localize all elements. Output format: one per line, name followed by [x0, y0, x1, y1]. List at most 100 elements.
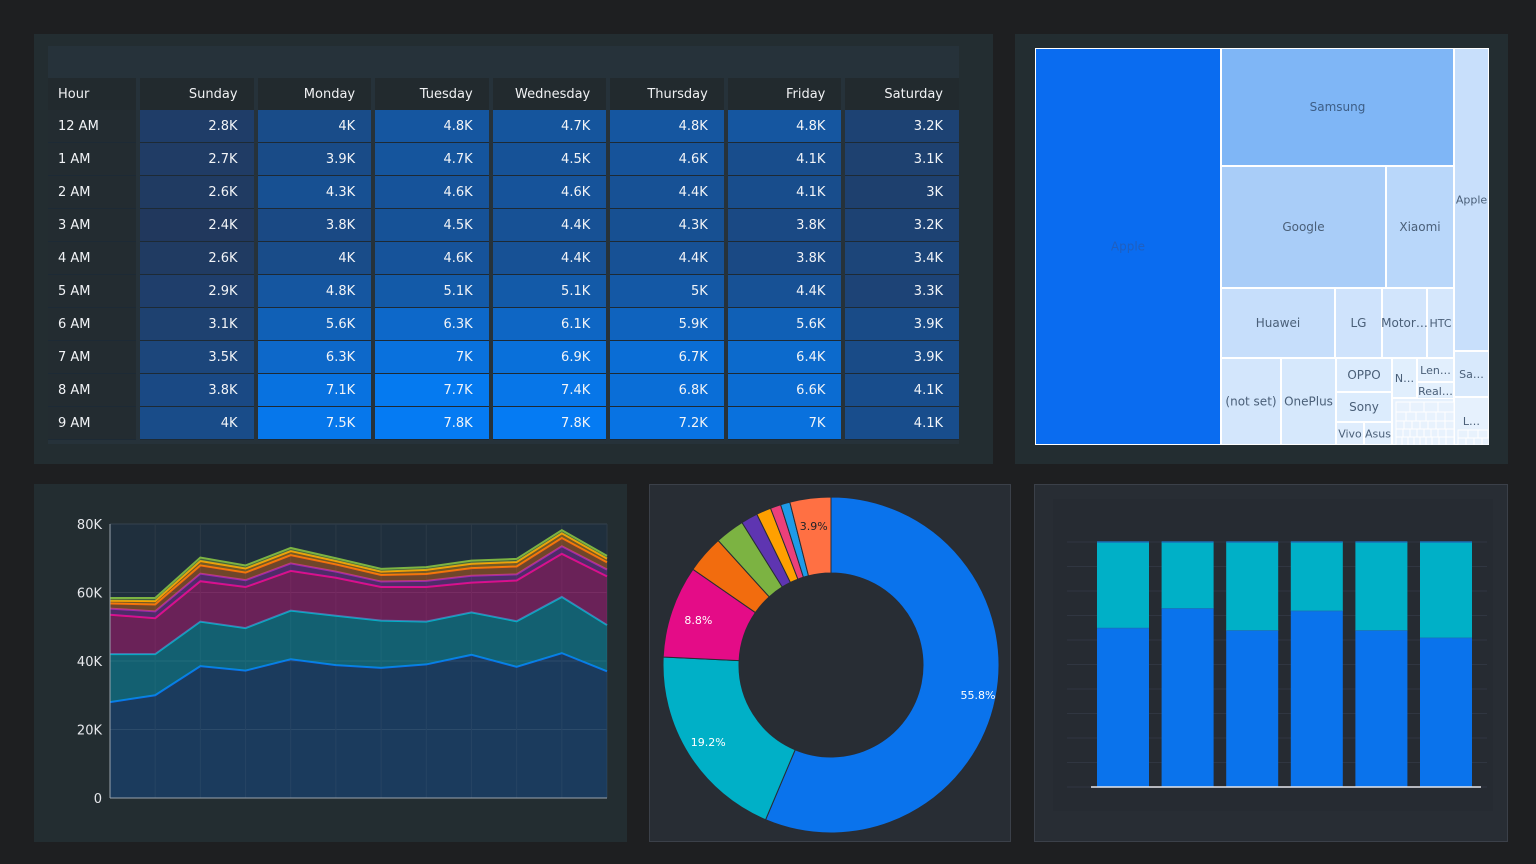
heat-cell: 4.4K — [727, 275, 842, 308]
heat-cell: 4.4K — [492, 209, 607, 242]
bar-segment — [1420, 542, 1472, 638]
bar-segment — [1290, 610, 1343, 787]
heat-cell: 2.9K — [140, 275, 254, 308]
treemap-rect-small — [1405, 411, 1417, 422]
treemap-rect-small — [1445, 436, 1455, 446]
treemap-rect — [1386, 166, 1454, 288]
heat-cell: 6.8K — [610, 374, 724, 407]
y-tick-label: 60K — [77, 587, 103, 602]
treemap-label: N… — [1395, 372, 1414, 385]
treemap-label: Vivo — [1338, 428, 1362, 441]
treemap-label: Samsung — [1310, 100, 1366, 114]
treemap-rect-small — [1409, 401, 1425, 413]
treemap-rect-small — [1423, 428, 1432, 438]
heat-cell: 3K — [845, 176, 959, 209]
treemap-rect-small — [1477, 429, 1489, 439]
treemap-rect-small — [1481, 437, 1490, 446]
table-row: 3 AM 2.4K 3.8K 4.5K 4.4K 4.3K 3.8K 3.2K — [48, 209, 959, 242]
heat-cell: 4.3K — [257, 176, 372, 209]
heat-cell: 3.4K — [845, 242, 959, 275]
heat-cell: 4.6K — [375, 176, 489, 209]
heat-cell: 4.6K — [375, 242, 489, 275]
heat-cell: 3.5K — [140, 341, 254, 374]
treemap-cell: Xiaomi — [1386, 166, 1454, 288]
heat-cell: 4.8K — [727, 110, 842, 143]
heat-cell: 2.6K — [140, 176, 254, 209]
treemap-rect-small — [1403, 420, 1413, 430]
bar-segment — [1161, 608, 1214, 787]
treemap-rect-small — [1465, 437, 1475, 446]
hour-cell: 3 AM — [48, 209, 136, 242]
area-series-line — [110, 595, 608, 656]
heat-cell: 6.7K — [610, 341, 724, 374]
treemap-rect — [1221, 166, 1386, 288]
heat-cell: 4K — [257, 242, 372, 275]
heat-cell: 3.9K — [845, 341, 959, 374]
treemap-label: Asus — [1365, 428, 1391, 441]
heat-cell: 7.1K — [257, 374, 372, 407]
heat-cell: 7K — [375, 341, 489, 374]
treemap-rect-small — [1395, 436, 1403, 446]
heat-cell: 4.5K — [492, 143, 607, 176]
bar-segment — [1161, 542, 1214, 609]
treemap-label: Apple — [1456, 194, 1488, 207]
heat-cell: 6.9K — [492, 341, 607, 374]
treemap-rect-small — [1425, 411, 1437, 422]
treemap-rect-small — [1423, 401, 1439, 413]
heatmap-table: Hour Sunday Monday Tuesday Wednesday Thursday… — [48, 78, 959, 440]
heat-cell: 4.1K — [845, 374, 959, 407]
heat-cell: 6.3K — [375, 308, 489, 341]
heat-cell: 7K — [727, 407, 842, 440]
heat-cell: 3.8K — [727, 242, 842, 275]
donut-slice-label: 3.9% — [800, 520, 828, 533]
treemap-label: Huawei — [1256, 316, 1301, 330]
heat-cell: 6.6K — [727, 374, 842, 407]
area-series-line — [110, 528, 608, 599]
heat-cell: 3.2K — [845, 110, 959, 143]
donut-slice-label: 19.2% — [691, 736, 726, 749]
treemap-cell: LG — [1335, 288, 1382, 358]
treemap-cell: N… — [1392, 358, 1417, 398]
heat-cell: 3.1K — [140, 308, 254, 341]
treemap-cell: Samsung — [1221, 48, 1454, 166]
heat-cell: 4.1K — [727, 143, 842, 176]
treemap-rect-small — [1395, 428, 1404, 438]
treemap-rect-small — [1409, 428, 1418, 438]
treemap: Apple Samsung Google Xiaomi Apple Huawei LG Mot… — [1035, 48, 1490, 446]
table-row: 2 AM 2.6K 4.3K 4.6K 4.6K 4.4K 4.1K 3K — [48, 176, 959, 209]
bar-segment — [1226, 542, 1279, 631]
treemap-cell: Asus — [1364, 422, 1392, 445]
treemap-cell: Motor… — [1381, 288, 1428, 358]
heat-cell: 7.7K — [375, 374, 489, 407]
treemap-label: OPPO — [1347, 368, 1380, 382]
treemap-rect-small — [1416, 428, 1425, 438]
treemap-cell: Sony — [1336, 392, 1392, 422]
treemap-label: HTC — [1429, 317, 1451, 330]
donut-slice-label: 55.8% — [961, 689, 996, 702]
donut-slice-label: 8.8% — [684, 614, 712, 627]
area-series-line — [109, 536, 608, 606]
treemap-rect-small — [1445, 428, 1455, 438]
table-row: 12 AM 2.8K 4K 4.8K 4.7K 4.8K 4.8K 3.2K — [48, 110, 959, 143]
donut-chart-panel: 55.8% 19.2% 8.8% 3.9% — [649, 484, 1011, 842]
hour-cell: 12 AM — [48, 110, 136, 143]
treemap-rect-small — [1402, 428, 1411, 438]
stacked-bar-panel — [1034, 484, 1508, 842]
area-series-fill — [110, 538, 607, 612]
y-tick-label: 80K — [77, 518, 103, 533]
treemap-rect — [1336, 422, 1364, 445]
bar-segment — [1355, 630, 1408, 787]
bar-segment — [1226, 630, 1279, 787]
hour-cell: 6 AM — [48, 308, 136, 341]
treemap-label: L… — [1463, 415, 1480, 428]
heat-cell: 6.3K — [257, 341, 372, 374]
table-row: 7 AM 3.5K 6.3K 7K 6.9K 6.7K 6.4K 3.9K — [48, 341, 959, 374]
treemap-rect-small — [1395, 411, 1407, 422]
area-series-fill — [110, 546, 607, 619]
treemap-rect-small — [1415, 411, 1427, 422]
heat-cell: 7.2K — [610, 407, 724, 440]
hour-cell: 2 AM — [48, 176, 136, 209]
bar-segment — [1097, 542, 1149, 628]
hour-cell: 1 AM — [48, 143, 136, 176]
heat-cell: 3.9K — [257, 143, 372, 176]
